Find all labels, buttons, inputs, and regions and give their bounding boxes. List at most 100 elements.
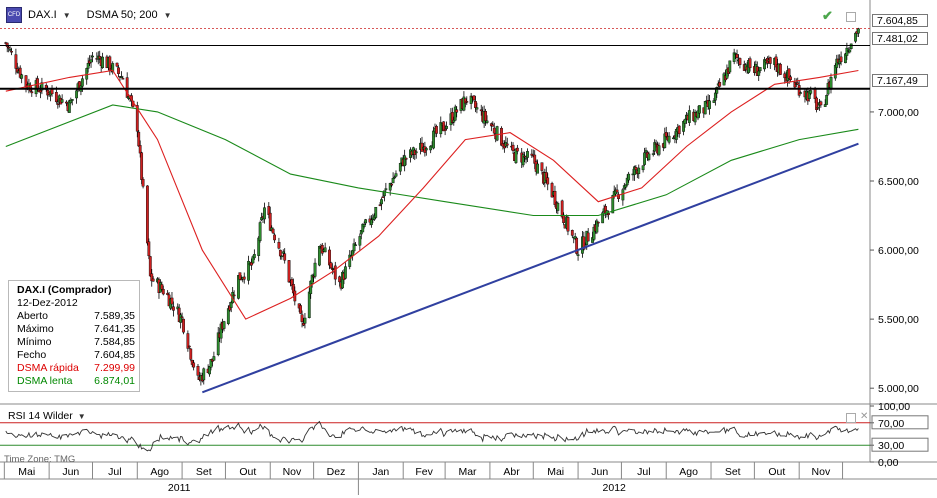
year-label: 2011 [168,482,191,494]
symbol-label[interactable]: DAX.I [28,9,57,21]
candle-body [8,49,12,51]
y-tick-label: 6.500,00 [878,176,919,188]
month-label: Jan [372,466,389,478]
candle-body [277,241,281,249]
candle-body [338,276,342,283]
data-window-row-value: 7.604,85 [94,349,135,361]
y-tick-label: 5.000,00 [878,383,919,395]
candle-body [621,189,625,201]
trendline [201,142,859,394]
candle-body [550,183,554,198]
candle-body [495,126,499,141]
fast-ma-line [5,69,859,320]
month-label: Mai [547,466,564,478]
candle-body [857,28,860,34]
candle-body [257,237,261,256]
data-window-row: Máximo 7.641,35 [17,323,135,335]
candle-body [677,125,681,135]
candle-body [607,213,610,215]
candle-body [166,292,170,295]
candle-body [617,194,620,200]
candle-body [89,59,93,63]
candle-body [151,278,155,282]
candle-body [575,237,579,254]
checkmark-icon[interactable]: ✔ [822,8,833,23]
data-window-row: DSMA lenta 6.874,01 [17,375,135,387]
toolbar: CFD DAX.I ▼ DSMA 50; 200 ▼ [6,7,172,23]
rsi-label[interactable]: RSI 14 Wilder ▼ [8,410,86,422]
candle-body [787,68,791,79]
candle-body [111,63,115,73]
data-window-row-label: Mínimo [17,336,52,348]
candle-body [146,185,149,244]
candle-body [823,104,827,107]
candle-body [148,256,152,277]
candle-body [654,143,658,145]
candle-body [65,101,68,104]
candle-body [280,255,284,258]
candle-body [271,228,275,234]
rsi-close-icon[interactable]: ✕ [860,411,869,422]
candle-body [299,305,302,314]
candle-body [70,99,74,101]
candle-body [18,67,22,78]
data-window-row: Aberto 7.589,35 [17,310,135,322]
rsi-name[interactable]: RSI 14 Wilder [8,410,73,422]
candle-body [475,107,479,110]
candle-body [263,207,266,220]
candle-body [492,127,496,134]
candle-body [728,60,732,73]
indicator-dropdown-icon[interactable]: ▼ [163,10,172,20]
candle-body [768,57,772,64]
candle-body [147,241,151,257]
candle-body [189,348,193,360]
candle-body [663,133,667,148]
rsi-value-box [871,437,929,452]
candle-body [533,154,537,164]
candle-body [796,82,800,85]
candle-body [358,236,362,246]
candle-body [232,294,236,297]
slow-ma-line [5,104,859,217]
candle-body [383,190,386,197]
candle-body [161,288,165,295]
indicator-label[interactable]: DSMA 50; 200 [86,9,158,21]
candle-body [611,195,615,214]
candle-body [20,74,24,79]
window-restore-icon[interactable] [846,12,856,22]
candle-body [657,145,661,155]
candle-body [601,212,605,224]
candle-body [523,156,527,158]
candle-body [524,158,528,160]
candle-body [182,318,185,333]
month-label: Dez [327,466,346,478]
candle-body [465,101,469,103]
candle-body [283,253,287,261]
candle-body [86,63,90,69]
month-label: Out [239,466,256,478]
candle-body [278,249,282,257]
month-label: Ago [679,466,698,478]
candle-body [229,302,233,308]
candle-body [799,92,803,94]
symbol-dropdown-icon[interactable]: ▼ [62,10,71,20]
candle-body [647,153,651,160]
candle-body [515,147,519,152]
candle-body [712,100,716,103]
candle-body [758,67,762,71]
candle-body [432,130,435,149]
candle-body [484,111,487,121]
candle-body [596,221,600,224]
candle-body [414,151,418,154]
month-label: Set [196,466,212,478]
y-tick-label: 5.500,00 [878,314,919,326]
data-window-row-value: 7.641,35 [94,323,135,335]
candle-body [329,262,333,269]
candle-body [683,119,687,124]
data-window-row-label: Aberto [17,310,48,322]
candle-body [485,120,489,123]
candle-body [672,137,675,140]
rsi-dropdown-icon[interactable]: ▼ [77,411,86,421]
rsi-window-restore-icon[interactable] [846,413,856,423]
candle-body [281,251,285,254]
